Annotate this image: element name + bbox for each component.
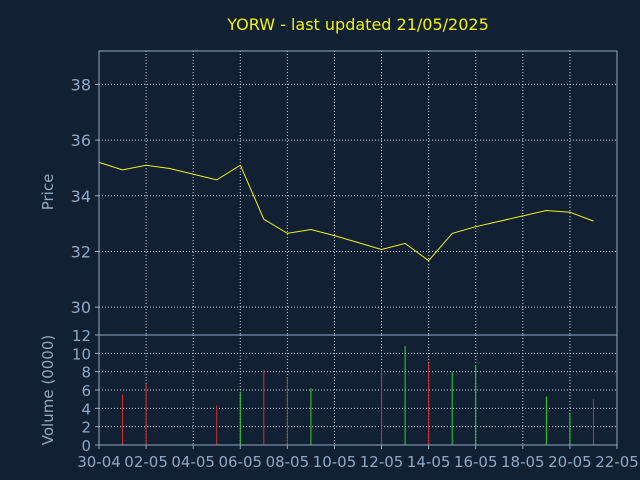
volume-tick-label: 12	[72, 327, 91, 345]
x-tick-label: 10-05	[313, 453, 357, 471]
x-tick-label: 18-05	[501, 453, 545, 471]
price-tick-label: 30	[71, 298, 91, 317]
volume-axis-label: Volume (0000)	[39, 335, 57, 445]
x-tick-label: 08-05	[266, 453, 310, 471]
volume-tick-label: 4	[81, 400, 91, 418]
price-tick-label: 38	[71, 75, 91, 94]
volume-tick-label: 2	[81, 419, 91, 437]
x-tick-label: 06-05	[218, 453, 262, 471]
volume-tick-label: 8	[81, 364, 91, 382]
chart-title: YORW - last updated 21/05/2025	[226, 15, 489, 34]
x-tick-label: 30-04	[77, 453, 121, 471]
price-tick-label: 32	[71, 242, 91, 261]
x-tick-label: 20-05	[548, 453, 592, 471]
x-tick-label: 04-05	[171, 453, 215, 471]
volume-plot-frame	[98, 334, 618, 446]
price-axis-label: Price	[39, 174, 57, 211]
price-line	[98, 161, 594, 262]
x-tick-label: 02-05	[124, 453, 168, 471]
price-tick-label: 36	[71, 131, 91, 150]
price-panel: 30 32 34 36 38	[71, 50, 618, 336]
x-tick-label: 22-05	[595, 453, 639, 471]
volume-tick-label: 0	[81, 437, 91, 455]
x-tick-label: 14-05	[407, 453, 451, 471]
volume-tick-label: 6	[81, 382, 91, 400]
x-tick-label: 12-05	[360, 453, 404, 471]
volume-tick-label: 10	[72, 345, 91, 363]
price-tick-label: 34	[71, 187, 91, 206]
x-tick-label: 16-05	[454, 453, 498, 471]
